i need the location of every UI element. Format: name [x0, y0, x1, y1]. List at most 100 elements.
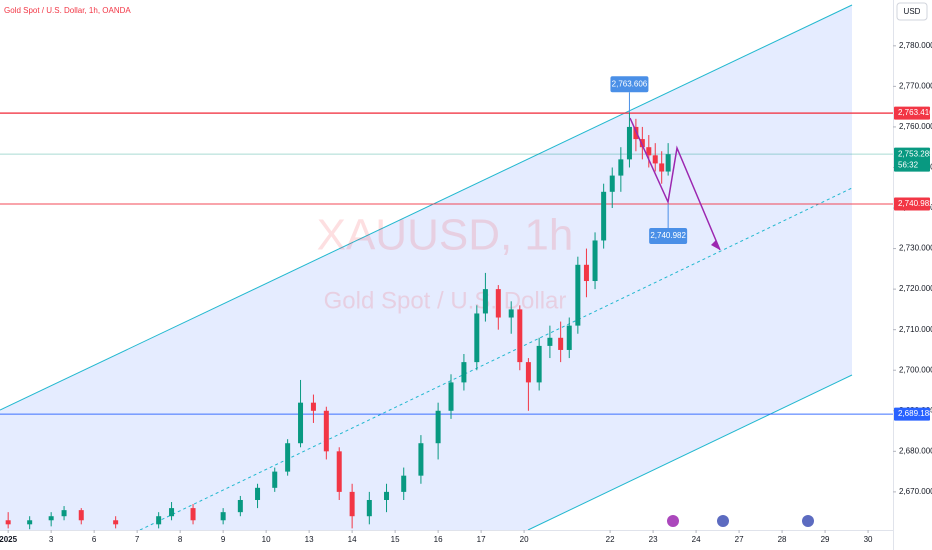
watermark: XAUUSD, 1h	[317, 211, 574, 260]
x-tick-label: 29	[821, 535, 830, 544]
candle-body	[618, 159, 624, 176]
candle-body	[566, 325, 572, 350]
candle-body	[517, 309, 523, 363]
candle-body	[626, 126, 632, 160]
x-tick-label: 6	[92, 535, 97, 544]
candle-body	[461, 362, 467, 383]
candle-body	[525, 362, 531, 383]
candle-body	[639, 139, 645, 148]
candle-body	[113, 520, 119, 525]
candle-body	[659, 163, 665, 172]
y-tick-label: 2,730.000	[899, 244, 932, 253]
price-badge-label: 2,753.285	[898, 149, 932, 158]
x-tick-label: 10	[262, 535, 271, 544]
candle-body	[665, 154, 671, 172]
channel-bottom	[527, 374, 853, 531]
candles	[5, 112, 671, 530]
candle-body	[190, 508, 196, 521]
candle-body	[61, 510, 67, 517]
currency-label[interactable]: USD	[904, 7, 921, 16]
candle-body	[5, 520, 11, 525]
callout-label: 2,740.982	[650, 231, 686, 240]
event-icon[interactable]	[667, 515, 679, 527]
price-badge	[894, 197, 930, 211]
candle-body	[298, 402, 304, 444]
x-tick-label: 14	[348, 535, 357, 544]
price-badge	[894, 106, 930, 120]
watermark-sub: Gold Spot / U.S. Dollar	[324, 287, 567, 314]
y-tick-label: 2,670.000	[899, 487, 932, 496]
x-tick-label: 28	[778, 535, 787, 544]
x-tick-label: 2025	[0, 535, 18, 544]
price-badge	[894, 407, 930, 421]
candle-body	[508, 309, 514, 318]
x-tick-label: 20	[520, 535, 529, 544]
candle-body	[448, 382, 454, 411]
y-tick-label: 2,770.000	[899, 81, 932, 90]
y-tick-label: 2,760.000	[899, 122, 932, 131]
x-tick-label: 27	[735, 535, 744, 544]
x-tick-label: 30	[864, 535, 873, 544]
candle-body	[652, 155, 658, 164]
candle-body	[633, 126, 639, 140]
x-tick-label: 7	[135, 535, 140, 544]
candle-body	[349, 491, 355, 517]
y-tick-label: 2,780.000	[899, 41, 932, 50]
levels	[0, 112, 893, 415]
x-tick-label: 24	[692, 535, 701, 544]
candle-body	[536, 345, 542, 383]
candle-body	[609, 175, 615, 192]
x-tick-label: 13	[305, 535, 314, 544]
candle-body	[558, 337, 564, 350]
x-tick-label: 22	[606, 535, 615, 544]
candle-body	[495, 289, 501, 318]
callouts: 2,763.606 2,740.982	[610, 76, 688, 245]
candle-body	[418, 443, 424, 476]
callout-label: 2,763.606	[612, 79, 648, 88]
candle-body	[78, 510, 84, 521]
candle-body	[156, 516, 162, 525]
channel-top	[0, 4, 853, 411]
candle-body	[401, 475, 407, 492]
currency-button[interactable]	[896, 2, 928, 21]
x-tick-label: 3	[49, 535, 54, 544]
x-tick-label: 23	[649, 535, 658, 544]
candle-body	[366, 499, 372, 517]
y-tick-label: 2,700.000	[899, 365, 932, 374]
candle-body	[474, 313, 480, 363]
x-tick-label: 16	[434, 535, 443, 544]
callout-box	[649, 228, 688, 245]
x-tick-label: 9	[221, 535, 226, 544]
price-badge	[894, 147, 930, 172]
candle-body	[310, 402, 316, 411]
candle-body	[482, 289, 488, 314]
x-tick-label: 8	[178, 535, 183, 544]
candle-body	[220, 512, 226, 521]
y-tick-label: 2,720.000	[899, 284, 932, 293]
projection-arrow	[629, 117, 721, 251]
candle-body	[27, 520, 33, 525]
candle-body	[575, 264, 581, 326]
candle-body	[169, 508, 175, 517]
price-badge-label: 2,740.982	[898, 199, 932, 208]
candle-body	[323, 410, 329, 452]
candle-body	[272, 471, 278, 488]
candle-body	[255, 487, 261, 500]
price-badge-label: 2,763.416	[898, 108, 932, 117]
candle-body	[646, 147, 652, 156]
arrow-head	[711, 240, 720, 250]
countdown: 56:32	[898, 160, 919, 169]
x-tick-label: 15	[391, 535, 400, 544]
event-icon[interactable]	[717, 515, 729, 527]
candle-body	[583, 264, 589, 282]
candle-body	[237, 499, 243, 513]
candle-body	[435, 410, 441, 444]
callout-box	[610, 76, 649, 93]
candle-body	[285, 443, 291, 472]
symbol-title: Gold Spot / U.S. Dollar, 1h, OANDA	[4, 6, 131, 15]
x-tick-label: 17	[477, 535, 486, 544]
candle-body	[547, 337, 553, 346]
event-icon[interactable]	[802, 515, 814, 527]
